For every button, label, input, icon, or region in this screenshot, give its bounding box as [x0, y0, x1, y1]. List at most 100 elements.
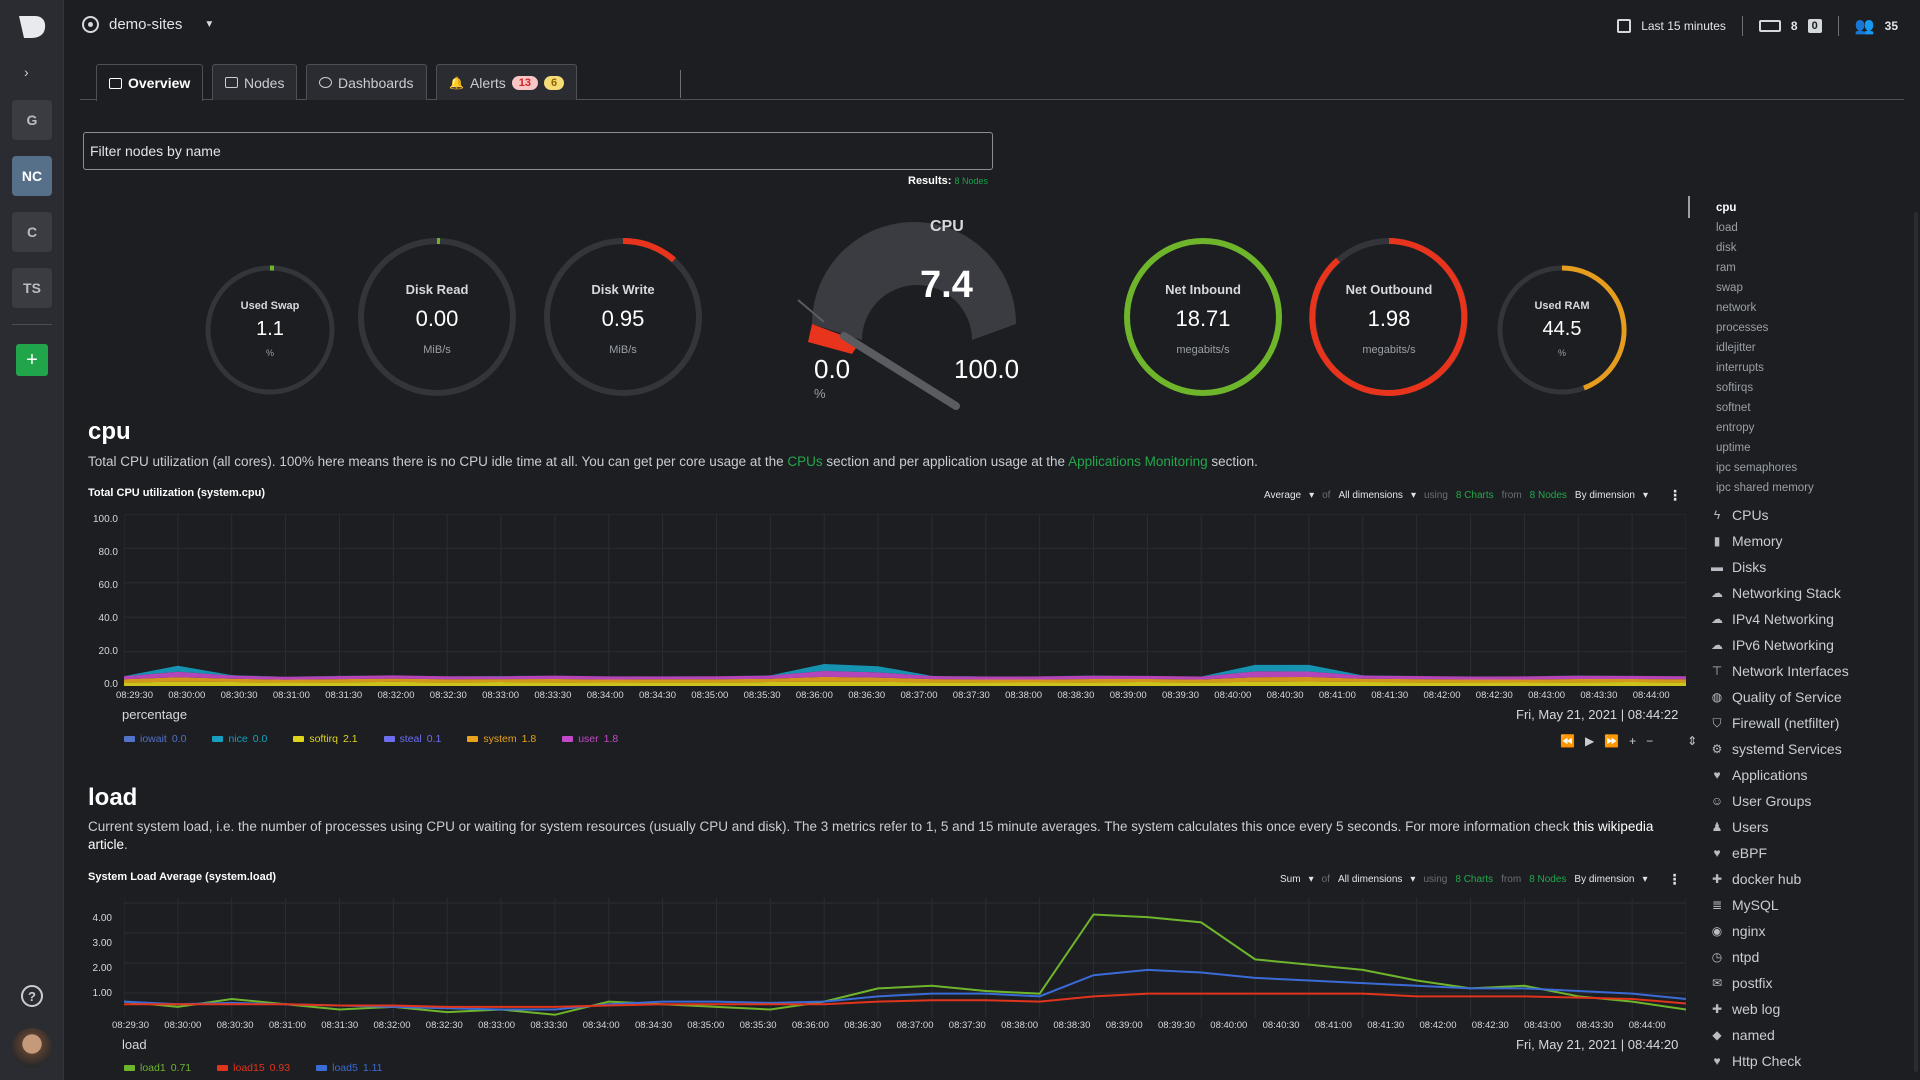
- nav-item-disk[interactable]: disk: [1716, 242, 1737, 254]
- warning-alerts-badge[interactable]: 6: [544, 75, 565, 90]
- nodes-count-link[interactable]: 8 Nodes: [1529, 874, 1567, 885]
- tab-dashboards[interactable]: Dashboards: [306, 64, 427, 100]
- nav-section-network-interfaces[interactable]: ⊤ Network Interfaces: [1710, 658, 1906, 684]
- space-g[interactable]: G: [12, 100, 52, 140]
- more-options-icon[interactable]: ⋮: [1667, 487, 1682, 503]
- tab-nodes[interactable]: Nodes: [212, 64, 298, 100]
- netdata-logo[interactable]: [17, 14, 47, 40]
- help-icon[interactable]: ?: [21, 985, 43, 1007]
- x-tick-label: 08:41:00: [1314, 1020, 1352, 1031]
- group-by-select[interactable]: By dimension: [1574, 874, 1635, 885]
- aggregation-select[interactable]: Sum: [1280, 874, 1301, 885]
- charts-count[interactable]: 8 Charts: [1455, 490, 1494, 501]
- timeframe-picker[interactable]: Last 15 minutes: [1641, 19, 1726, 33]
- legend-item-load1[interactable]: load1 0.71: [124, 1062, 191, 1074]
- nav-section-postfix[interactable]: ✉ postfix: [1710, 970, 1906, 996]
- nav-section-named[interactable]: ◆ named: [1710, 1022, 1906, 1048]
- nav-item-processes[interactable]: processes: [1716, 322, 1769, 334]
- critical-alerts-badge[interactable]: 13: [511, 75, 538, 90]
- nav-item-load[interactable]: load: [1716, 222, 1738, 234]
- used-swap-gauge[interactable]: Used Swap 1.1 %: [204, 264, 336, 396]
- nodes-count-link[interactable]: 8 Nodes: [1529, 490, 1567, 501]
- nav-section-quality-of-service[interactable]: ◍ Quality of Service: [1710, 684, 1906, 710]
- nav-section-ipv6-networking[interactable]: ☁ IPv6 Networking: [1710, 632, 1906, 658]
- nav-section-applications[interactable]: ♥ Applications: [1710, 762, 1906, 788]
- nav-section-memory[interactable]: ▮ Memory: [1710, 528, 1906, 554]
- nav-section-docker-hub[interactable]: ✚ docker hub: [1710, 866, 1906, 892]
- tab-alerts[interactable]: 🔔 Alerts 13 6: [436, 64, 578, 100]
- tab-overview[interactable]: Overview: [96, 64, 204, 101]
- nav-item-network[interactable]: network: [1716, 302, 1757, 314]
- legend-item-iowait[interactable]: iowait 0.0: [124, 733, 186, 745]
- play-icon[interactable]: ▶: [1584, 734, 1595, 748]
- cpu-gauge[interactable]: CPU 7.4 0.0 % 100.0: [734, 214, 1024, 414]
- legend-item-steal[interactable]: steal 0.1: [383, 733, 441, 745]
- nav-item-idlejitter[interactable]: idlejitter: [1716, 342, 1756, 354]
- net-inbound-gauge[interactable]: Net Inbound 18.71 megabits/s: [1122, 236, 1284, 398]
- zoom-in-icon[interactable]: +: [1629, 734, 1637, 748]
- nav-item-swap[interactable]: swap: [1716, 282, 1743, 294]
- nav-section-systemd-services[interactable]: ⚙ systemd Services: [1710, 736, 1906, 762]
- aggregation-select[interactable]: Average: [1264, 490, 1302, 501]
- scrollbar[interactable]: [1914, 212, 1918, 1072]
- nav-section-user-groups[interactable]: ☺ User Groups: [1710, 788, 1906, 814]
- legend-item-load5[interactable]: load5 1.11: [316, 1062, 382, 1074]
- nav-section-ntpd[interactable]: ◷ ntpd: [1710, 944, 1906, 970]
- add-space-button[interactable]: +: [16, 344, 48, 376]
- error-badge[interactable]: 0: [1807, 19, 1822, 33]
- nav-section-ipv4-networking[interactable]: ☁ IPv4 Networking: [1710, 606, 1906, 632]
- legend-item-load15[interactable]: load15 0.93: [217, 1062, 290, 1074]
- nav-item-ipc-semaphores[interactable]: ipc semaphores: [1716, 462, 1798, 474]
- nodes-icon[interactable]: [1758, 20, 1781, 32]
- nav-section-cpus[interactable]: ϟ CPUs: [1710, 502, 1906, 528]
- net-outbound-gauge[interactable]: Net Outbound 1.98 megabits/s: [1308, 236, 1470, 398]
- disk-read-gauge[interactable]: Disk Read 0.00 MiB/s: [356, 236, 518, 398]
- node-filter-input[interactable]: [83, 132, 993, 170]
- legend-item-softirq[interactable]: softirq 2.1: [293, 733, 358, 745]
- load-chart[interactable]: [124, 898, 1686, 1018]
- nav-item-ipc-shared-memory[interactable]: ipc shared memory: [1716, 482, 1814, 494]
- cpu-chart[interactable]: [124, 514, 1686, 686]
- nav-section-disks[interactable]: ▬ Disks: [1710, 554, 1906, 580]
- nav-section-ebpf[interactable]: ♥ eBPF: [1710, 840, 1906, 866]
- nav-section-mysql[interactable]: ≣ MySQL: [1710, 892, 1906, 918]
- legend-item-nice[interactable]: nice 0.0: [212, 733, 267, 745]
- disk-write-gauge[interactable]: Disk Write 0.95 MiB/s: [542, 236, 704, 398]
- resize-icon[interactable]: ⇕: [1687, 734, 1698, 748]
- group-by-select[interactable]: By dimension: [1574, 490, 1635, 501]
- nav-section-web-log[interactable]: ✚ web log: [1710, 996, 1906, 1022]
- cpus-link[interactable]: CPUs: [787, 454, 823, 469]
- used-ram-gauge[interactable]: Used RAM 44.5 %: [1496, 264, 1628, 396]
- legend-item-system[interactable]: system 1.8: [467, 733, 536, 745]
- nav-item-entropy[interactable]: entropy: [1716, 422, 1755, 434]
- applications-monitoring-link[interactable]: Applications Monitoring: [1068, 454, 1208, 469]
- rewind-icon[interactable]: ⏪: [1560, 734, 1575, 748]
- dimensions-select[interactable]: All dimensions: [1337, 874, 1403, 885]
- nav-section-nginx[interactable]: ◉ nginx: [1710, 918, 1906, 944]
- charts-count[interactable]: 8 Charts: [1455, 874, 1494, 885]
- nav-item-interrupts[interactable]: interrupts: [1716, 362, 1764, 374]
- avatar[interactable]: [12, 1028, 52, 1068]
- dimensions-select[interactable]: All dimensions: [1338, 490, 1403, 501]
- nav-section-networking-stack[interactable]: ☁ Networking Stack: [1710, 580, 1906, 606]
- forward-icon[interactable]: ⏩: [1604, 734, 1620, 748]
- users-icon[interactable]: 👥: [1854, 18, 1875, 35]
- room-selector[interactable]: demo-sites ▼: [82, 16, 214, 33]
- zoom-out-icon[interactable]: −: [1646, 734, 1654, 748]
- calendar-icon[interactable]: [1617, 19, 1632, 33]
- expand-sidebar-icon[interactable]: ›: [24, 64, 29, 80]
- nav-item-softirqs[interactable]: softirqs: [1716, 382, 1754, 394]
- nav-section-firewall-netfilter-[interactable]: ⛉ Firewall (netfilter): [1710, 710, 1906, 736]
- nav-item-uptime[interactable]: uptime: [1716, 442, 1751, 454]
- nav-section-http-check[interactable]: ♥ Http Check: [1710, 1048, 1906, 1074]
- nav-item-cpu[interactable]: cpu: [1716, 202, 1737, 214]
- nav-item-ram[interactable]: ram: [1716, 262, 1736, 274]
- space-c[interactable]: C: [12, 212, 52, 252]
- space-ts[interactable]: TS: [12, 268, 52, 308]
- wikipedia-link[interactable]: this wikipedia article: [88, 819, 1654, 852]
- space-nc[interactable]: NC: [12, 156, 52, 196]
- legend-item-user[interactable]: user 1.8: [562, 733, 618, 745]
- nav-section-users[interactable]: ♟ Users: [1710, 814, 1906, 840]
- more-options-icon[interactable]: ⋮: [1667, 871, 1682, 887]
- nav-item-softnet[interactable]: softnet: [1716, 402, 1751, 414]
